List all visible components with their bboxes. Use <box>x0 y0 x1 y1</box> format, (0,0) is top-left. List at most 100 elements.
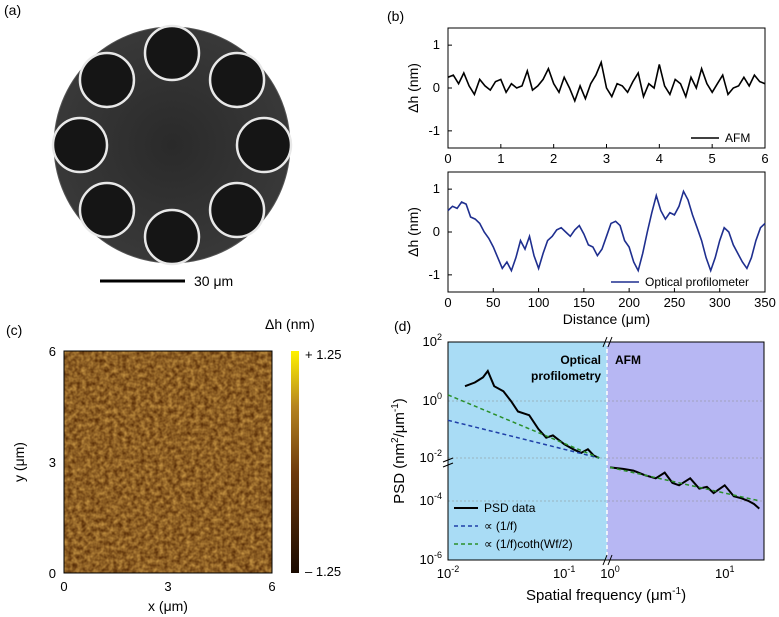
series-line <box>447 189 766 274</box>
y-tick-label: 6 <box>49 344 56 359</box>
psd-data-line <box>609 466 760 510</box>
colorbar-title: Δh (nm) <box>265 316 315 332</box>
scale-bar-label: 30 μm <box>194 273 234 289</box>
y-tick-label: 10-6 <box>420 550 442 567</box>
optical-region-label-line2: profilometry <box>531 369 601 383</box>
x-tick-label: 6 <box>268 579 275 594</box>
y-axis-label-mid: /μm <box>391 412 408 437</box>
x-axis-label: x (μm) <box>148 598 188 614</box>
x-tick-label: 0 <box>60 579 67 594</box>
x-tick-label: 50 <box>486 295 500 310</box>
x-axis-label: Distance (μm) <box>563 311 650 327</box>
axis-break-mark <box>607 336 613 348</box>
fit-line <box>447 419 600 459</box>
x-tick-label: 101 <box>715 564 734 581</box>
y-axis-label: PSD (nm2/μm-1) <box>390 398 408 504</box>
x-tick-exponent: -1 <box>567 564 575 574</box>
y-axis-label: Δh (nm) <box>405 63 421 113</box>
panel-label-c: (c) <box>6 322 23 338</box>
panel-label-b: (b) <box>387 8 405 24</box>
x-tick-label: 2 <box>550 151 557 166</box>
series-line <box>447 59 766 104</box>
x-tick-label: 4 <box>656 151 663 166</box>
legend-label: Optical profilometer <box>645 275 749 289</box>
capillary-ring <box>208 181 266 239</box>
y-axis-label: Δh (nm) <box>405 207 421 257</box>
axis-break-mark <box>607 554 613 566</box>
y-tick-label: -1 <box>428 267 440 282</box>
x-tick-label: 3 <box>164 579 171 594</box>
y-tick-label: 0 <box>433 80 440 95</box>
panel-label-d: (d) <box>394 318 412 334</box>
y-tick-exponent: 2 <box>437 332 442 342</box>
y-tick-label: 1 <box>433 181 440 196</box>
y-tick-label: 0 <box>49 566 56 581</box>
y-tick-label: 0 <box>433 224 440 239</box>
y-axis-label-close: ) <box>391 398 408 403</box>
y-axis-label-exp1: 2 <box>390 437 401 443</box>
x-tick-label: 0 <box>444 295 451 310</box>
colorbar-max-label: + 1.25 <box>305 347 342 362</box>
y-tick-exponent: -2 <box>434 448 442 458</box>
x-tick-label: 300 <box>709 295 731 310</box>
capillary-ring <box>143 24 201 82</box>
y-tick-exponent: -6 <box>434 550 442 560</box>
y-tick-label: 10-2 <box>420 448 442 465</box>
y-tick-label: 100 <box>423 391 442 408</box>
x-tick-label: 100 <box>600 564 619 581</box>
axis-break-mark <box>442 457 454 463</box>
x-tick-label: 250 <box>664 295 686 310</box>
fit-line <box>447 394 600 459</box>
capillary-ring <box>78 51 136 109</box>
x-tick-label: 150 <box>573 295 595 310</box>
capillary-ring <box>208 51 266 109</box>
axis-break-mark <box>602 554 608 566</box>
x-tick-label: 5 <box>709 151 716 166</box>
y-tick-label: 102 <box>423 332 442 349</box>
y-tick-exponent: 0 <box>437 391 442 401</box>
legend-label: ∝ (1/f)coth(Wf/2) <box>484 537 573 551</box>
y-tick-label: 3 <box>49 455 56 470</box>
x-tick-label: 3 <box>603 151 610 166</box>
x-tick-label: 10-2 <box>437 564 459 581</box>
y-tick-label: 10-4 <box>420 491 442 508</box>
capillary-ring <box>235 116 293 174</box>
legend-label: ∝ (1/f) <box>484 519 517 533</box>
x-tick-label: 1 <box>497 151 504 166</box>
y-tick-exponent: -4 <box>434 491 442 501</box>
afm-region-bg <box>607 342 764 560</box>
x-tick-label: 350 <box>754 295 776 310</box>
y-axis-label-exp2: -1 <box>390 403 401 412</box>
axis-break-mark <box>602 336 608 348</box>
height-map-frame <box>63 350 273 574</box>
y-axis-label: y (μm) <box>11 442 27 482</box>
optical-region-label-line1: Optical <box>560 353 601 367</box>
x-tick-label: 0 <box>444 151 451 166</box>
x-tick-exponent: 1 <box>729 564 734 574</box>
axis-break-mark <box>442 462 454 468</box>
x-tick-label: 10-1 <box>553 564 575 581</box>
capillary-ring <box>51 116 109 174</box>
colorbar <box>291 351 299 573</box>
legend-label: AFM <box>725 131 750 145</box>
colorbar-min-label: – 1.25 <box>305 564 341 579</box>
x-tick-exponent: 0 <box>615 564 620 574</box>
y-tick-label: 1 <box>433 37 440 52</box>
x-axis-label-exponent: -1 <box>672 586 681 597</box>
height-map-texture <box>64 351 272 573</box>
x-tick-exponent: -2 <box>451 564 459 574</box>
x-axis-label-close: ) <box>681 587 686 604</box>
x-axis-label: Spatial frequency (μm-1) <box>526 586 686 604</box>
height-map-panel: 0 3 6 6 3 0 x (μm) y (μm) Δh (nm) + 1.25 – 1.25 <box>11 316 342 614</box>
psd-data-line <box>464 369 600 459</box>
afm-region-label: AFM <box>615 353 641 367</box>
panel-label-a: (a) <box>4 2 22 18</box>
legend-label: PSD data <box>484 501 536 515</box>
fiber-cross-section-image <box>51 24 293 283</box>
plot-frame <box>447 171 766 293</box>
x-tick-label: 200 <box>618 295 640 310</box>
fit-line <box>609 466 760 502</box>
capillary-ring <box>143 208 201 266</box>
